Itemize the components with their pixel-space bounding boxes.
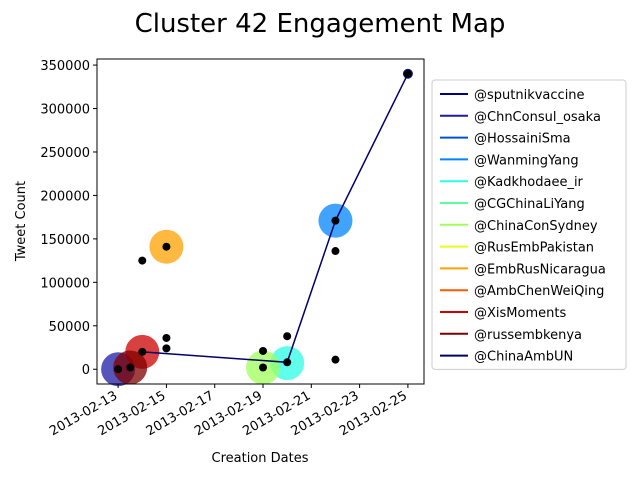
y-tick-label: 250000 xyxy=(40,146,90,161)
series-line xyxy=(142,73,409,364)
data-point xyxy=(114,365,123,374)
x-axis-label: Creation Dates xyxy=(212,451,309,466)
y-tick-label: 0 xyxy=(82,363,90,378)
data-point xyxy=(283,332,292,341)
data-point xyxy=(283,358,292,367)
data-point xyxy=(331,247,340,256)
legend-entry: @AmbChenWeiQing xyxy=(474,284,604,299)
legend-entry: @WanmingYang xyxy=(474,153,579,168)
data-point xyxy=(126,363,135,372)
legend-entry: @CGChinaLiYang xyxy=(474,197,585,212)
data-point xyxy=(331,355,340,364)
legend-box xyxy=(431,79,627,370)
data-point xyxy=(259,346,268,355)
legend-entry: @EmbRusNicaragua xyxy=(474,262,606,277)
x-axis: 2013-02-132013-02-152013-02-172013-02-19… xyxy=(47,384,410,439)
y-tick-label: 150000 xyxy=(40,233,90,248)
legend-entry: @XisMoments xyxy=(474,306,566,321)
legend-entry: @ChinaConSydney xyxy=(474,219,598,234)
legend: @sputnikvaccine @ChnConsul_osaka @Hossaini… xyxy=(431,79,627,370)
y-tick-label: 100000 xyxy=(40,276,90,291)
legend-entry: @Kadkhodaee_ir xyxy=(474,175,584,190)
data-point xyxy=(138,256,147,265)
y-tick-label: 50000 xyxy=(49,320,90,335)
legend-entry: @sputnikvaccine xyxy=(474,88,585,103)
y-tick-label: 200000 xyxy=(40,189,90,204)
data-point xyxy=(162,344,171,353)
data-point xyxy=(331,216,340,225)
legend-entry: @russembkenya xyxy=(474,328,582,343)
y-axis-label: Tweet Count xyxy=(14,181,29,262)
y-tick-label: 300000 xyxy=(40,103,90,118)
y-axis: 0 50000 100000 150000 200000 250000 300000 3500… xyxy=(40,59,97,378)
data-point xyxy=(138,347,147,356)
data-point xyxy=(162,242,171,251)
legend-entry: @RusEmbPakistan xyxy=(474,241,594,256)
data-point xyxy=(162,333,171,342)
chart-title: Cluster 42 Engagement Map xyxy=(135,9,506,39)
legend-entry: @ChnConsul_osaka xyxy=(474,110,601,125)
y-tick-label: 350000 xyxy=(40,59,90,74)
data-point xyxy=(259,363,268,372)
plot-frame xyxy=(96,58,425,385)
plot-area xyxy=(101,68,413,387)
data-point xyxy=(403,69,412,78)
legend-entry: @HossainiSma xyxy=(474,132,571,147)
legend-entry: @ChinaAmbUN xyxy=(474,350,573,365)
